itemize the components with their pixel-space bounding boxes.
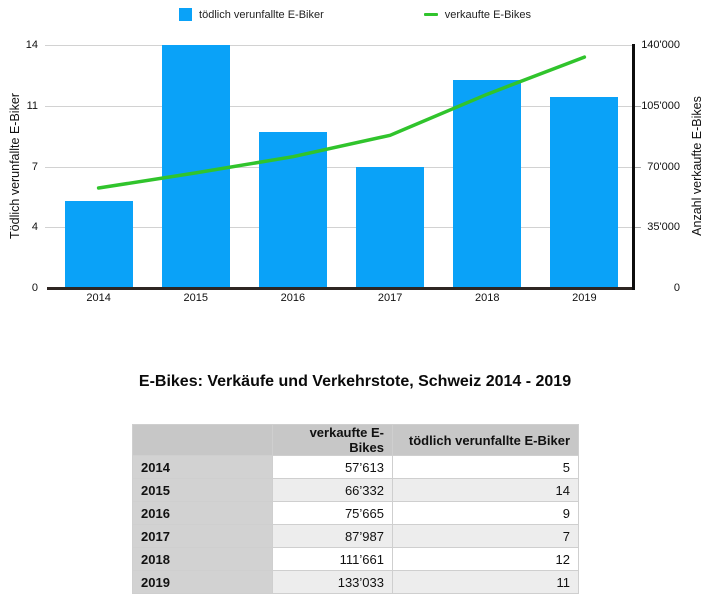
- left-axis-tick: 11: [26, 100, 38, 112]
- x-axis-label-2019: 2019: [572, 292, 597, 304]
- sales-cell: 133’033: [272, 570, 393, 594]
- legend-item-sales: verkaufte E-Bikes: [423, 8, 531, 21]
- sales-line-swatch: [423, 13, 438, 16]
- gridline: [45, 166, 633, 168]
- bar-2015: [161, 45, 230, 288]
- left-axis-tick: 4: [31, 221, 38, 233]
- data-table: verkaufte E-Bikes tödlich verunfallte E-…: [132, 424, 579, 594]
- left-axis-tick: 0: [31, 282, 38, 294]
- deaths-cell: 11: [392, 570, 579, 594]
- gridline: [45, 227, 633, 229]
- x-axis-labels: 2014 2015 2016 2017 2018 2019: [50, 292, 633, 306]
- table-title: E-Bikes: Verkäufe und Verkehrstote, Schw…: [138, 373, 572, 390]
- right-axis-tick-mark: [635, 166, 641, 168]
- right-axis-tick: 70'000: [647, 161, 680, 173]
- table-row: 2019 133’033 11: [132, 570, 579, 594]
- legend-label-sales: verkaufte E-Bikes: [444, 8, 531, 21]
- plot-area: [45, 45, 641, 288]
- x-axis-label-2014: 2014: [86, 292, 111, 304]
- legend-label-fatalities: tödlich verunfallte E-Biker: [199, 8, 324, 21]
- deaths-cell: 14: [392, 478, 579, 502]
- left-axis-tick: 7: [31, 161, 38, 173]
- right-axis-tick: 0: [673, 282, 680, 294]
- left-axis-tick: 14: [25, 39, 38, 51]
- x-axis-label-2016: 2016: [280, 292, 306, 304]
- right-axis-tick: 140'000: [641, 39, 680, 51]
- deaths-cell: 5: [392, 455, 579, 479]
- table-row: 2016 75’665 9: [132, 501, 579, 525]
- deaths-cell: 9: [392, 501, 579, 525]
- table-row: 2014 57’613 5: [132, 455, 579, 479]
- gridline: [45, 105, 633, 107]
- x-axis-line: [47, 287, 635, 290]
- deaths-cell: 7: [392, 524, 579, 548]
- col-header-sales: verkaufte E-Bikes: [272, 424, 393, 456]
- bar-2017: [356, 166, 425, 288]
- sales-line-svg: [96, 55, 587, 190]
- sales-cell: 87’987: [272, 524, 393, 548]
- right-axis-line: [632, 44, 635, 290]
- sales-cell: 57’613: [272, 455, 393, 479]
- year-cell: 2015: [132, 478, 273, 502]
- table-header-row: verkaufte E-Bikes tödlich verunfallte E-…: [132, 424, 579, 456]
- right-axis-tick: 35'000: [647, 221, 680, 233]
- gridline: [45, 45, 633, 46]
- year-cell: 2018: [132, 547, 273, 571]
- sales-cell: 75’665: [272, 501, 393, 525]
- right-axis-title: Anzahl verkaufte E-Bikes: [690, 96, 704, 236]
- x-axis-label-2015: 2015: [183, 292, 209, 304]
- sales-line: [96, 55, 587, 190]
- right-axis-tick: 105'000: [641, 100, 680, 112]
- table-row: 2018 111’661 12: [132, 547, 579, 571]
- bar-2019: [550, 97, 619, 288]
- col-header-fatalities: tödlich verunfallte E-Biker: [392, 424, 579, 456]
- col-header-empty: [132, 424, 273, 456]
- table-row: 2015 66’332 14: [132, 478, 579, 502]
- sales-cell: 66’332: [272, 478, 393, 502]
- bar-2014: [64, 201, 133, 288]
- x-axis-label-2018: 2018: [475, 292, 500, 304]
- x-axis-label-2017: 2017: [377, 292, 403, 304]
- table-row: 2017 87’987 7: [132, 524, 579, 548]
- year-cell: 2016: [132, 501, 273, 525]
- chart-legend: tödlich verunfallte E-Biker verkaufte E-…: [0, 8, 710, 21]
- year-cell: 2014: [132, 455, 273, 479]
- fatalities-swatch: [179, 8, 193, 21]
- legend-item-fatalities: tödlich verunfallte E-Biker: [179, 8, 324, 21]
- bar-2018: [453, 79, 522, 288]
- sales-cell: 111’661: [272, 547, 393, 571]
- year-cell: 2017: [132, 524, 273, 548]
- year-cell: 2019: [132, 570, 273, 594]
- deaths-cell: 12: [392, 547, 579, 571]
- right-axis-tick-mark: [635, 227, 641, 229]
- right-axis-tick-mark: [635, 105, 641, 107]
